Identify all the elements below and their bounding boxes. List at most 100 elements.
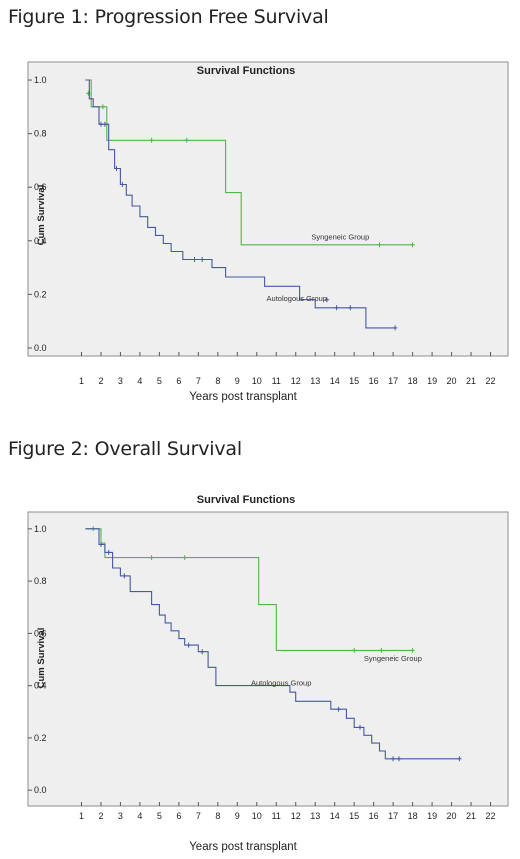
y-tick-label: 0.6 bbox=[34, 628, 47, 638]
x-tick-label: 3 bbox=[118, 811, 123, 821]
autologous-censor-mark bbox=[192, 257, 197, 262]
autologous-group-label: Autologous Group bbox=[251, 679, 311, 688]
syngeneic-censor-mark bbox=[410, 242, 415, 248]
autologous-survival-line bbox=[85, 528, 460, 760]
x-tick-label: 11 bbox=[272, 811, 281, 821]
x-tick-label: 3 bbox=[118, 376, 123, 386]
x-tick-label: 18 bbox=[408, 376, 418, 386]
x-tick-label: 9 bbox=[235, 811, 240, 821]
syngeneic-censor-mark bbox=[182, 555, 187, 561]
autologous-censor-mark bbox=[457, 756, 462, 762]
x-tick-label: 15 bbox=[349, 376, 359, 386]
figure-1-caption: Figure 1: Progression Free Survival bbox=[8, 6, 329, 28]
autologous-censor-mark bbox=[200, 649, 205, 655]
x-tick-label: 20 bbox=[447, 811, 457, 821]
x-tick-label: 18 bbox=[408, 811, 418, 821]
y-tick-label: 0.0 bbox=[34, 343, 47, 353]
x-tick-label: 5 bbox=[157, 811, 162, 821]
x-tick-label: 16 bbox=[369, 376, 379, 386]
x-tick-label: 22 bbox=[486, 376, 496, 386]
autologous-censor-mark bbox=[186, 642, 191, 648]
figure-2-caption: Figure 2: Overall Survival bbox=[8, 438, 242, 460]
chart-title: Survival Functions bbox=[197, 494, 295, 506]
autologous-censor-mark bbox=[396, 756, 402, 762]
autologous-censor-mark bbox=[122, 573, 127, 579]
syngeneic-survival-line bbox=[85, 79, 413, 246]
y-axis-label: Cum Survival bbox=[36, 628, 47, 689]
x-tick-label: 6 bbox=[176, 376, 181, 386]
autologous-censor-mark bbox=[324, 297, 330, 303]
x-tick-label: 20 bbox=[447, 376, 457, 386]
x-tick-label: 12 bbox=[291, 376, 301, 386]
x-tick-label: 21 bbox=[466, 376, 476, 386]
autologous-censor-mark bbox=[200, 257, 205, 262]
syngeneic-censor-mark bbox=[410, 647, 415, 653]
autologous-censor-mark bbox=[114, 166, 119, 171]
y-tick-label: 0.2 bbox=[34, 733, 47, 743]
y-tick-label: 0.6 bbox=[34, 182, 47, 192]
x-tick-label: 13 bbox=[310, 811, 320, 821]
syngeneic-censor-mark bbox=[149, 555, 154, 561]
autologous-censor-mark bbox=[334, 305, 339, 311]
x-tick-label: 17 bbox=[388, 811, 398, 821]
syngeneic-survival-line bbox=[85, 528, 413, 651]
x-axis-label: Years post transplant bbox=[189, 391, 297, 403]
x-tick-label: 4 bbox=[137, 811, 142, 821]
y-tick-label: 0.4 bbox=[34, 681, 47, 691]
autologous-censor-mark bbox=[348, 305, 353, 311]
x-tick-label: 2 bbox=[98, 376, 103, 386]
x-tick-label: 19 bbox=[427, 376, 437, 386]
x-tick-label: 12 bbox=[291, 811, 301, 821]
x-tick-label: 14 bbox=[330, 376, 340, 386]
y-tick-label: 0.8 bbox=[34, 129, 47, 139]
syngeneic-censor-mark bbox=[149, 137, 154, 143]
plot-area bbox=[27, 511, 509, 807]
autologous-censor-mark bbox=[98, 121, 104, 127]
x-tick-label: 11 bbox=[272, 376, 281, 386]
x-tick-label: 16 bbox=[369, 811, 379, 821]
syngeneic-group-label: Syngeneic Group bbox=[311, 232, 369, 241]
x-tick-label: 17 bbox=[388, 376, 398, 386]
x-tick-label: 7 bbox=[196, 376, 201, 386]
x-tick-label: 1 bbox=[79, 811, 84, 821]
x-tick-label: 21 bbox=[466, 811, 476, 821]
x-tick-label: 8 bbox=[215, 376, 220, 386]
y-tick-label: 0.0 bbox=[34, 785, 47, 795]
x-tick-label: 7 bbox=[196, 811, 201, 821]
autologous-censor-mark bbox=[106, 549, 111, 555]
y-tick-label: 1.0 bbox=[34, 524, 47, 534]
x-tick-label: 10 bbox=[252, 811, 262, 821]
x-tick-label: 5 bbox=[157, 376, 162, 386]
syngeneic-censor-mark bbox=[352, 647, 357, 653]
x-tick-label: 19 bbox=[427, 811, 437, 821]
x-tick-label: 13 bbox=[310, 376, 320, 386]
x-tick-label: 9 bbox=[235, 376, 240, 386]
x-tick-label: 1 bbox=[79, 376, 84, 386]
x-tick-label: 2 bbox=[98, 811, 103, 821]
syngeneic-censor-mark bbox=[379, 647, 384, 653]
plot-area bbox=[27, 61, 509, 357]
syngeneic-censor-mark bbox=[377, 242, 382, 248]
autologous-censor-mark bbox=[102, 121, 108, 127]
x-tick-label: 6 bbox=[176, 811, 181, 821]
y-tick-label: 1.0 bbox=[34, 75, 47, 85]
chart-title: Survival Functions bbox=[197, 65, 295, 77]
syngeneic-censor-mark bbox=[184, 137, 189, 143]
autologous-censor-mark bbox=[120, 182, 125, 187]
y-tick-label: 0.2 bbox=[34, 289, 47, 299]
x-axis-label: Years post transplant bbox=[189, 841, 297, 853]
autologous-censor-mark bbox=[336, 706, 341, 712]
y-tick-label: 0.8 bbox=[34, 576, 47, 586]
x-tick-label: 10 bbox=[252, 376, 262, 386]
autologous-censor-mark bbox=[392, 325, 398, 331]
x-tick-label: 15 bbox=[349, 811, 359, 821]
y-tick-label: 0.4 bbox=[34, 236, 47, 246]
y-axis-label: Cum Survival bbox=[36, 185, 47, 246]
autologous-censor-mark bbox=[357, 724, 363, 730]
x-tick-label: 14 bbox=[330, 811, 340, 821]
syngeneic-censor-mark bbox=[100, 104, 106, 110]
syngeneic-group-label: Syngeneic Group bbox=[364, 654, 422, 663]
autologous-censor-mark bbox=[98, 542, 104, 547]
autologous-censor-mark bbox=[390, 756, 396, 762]
